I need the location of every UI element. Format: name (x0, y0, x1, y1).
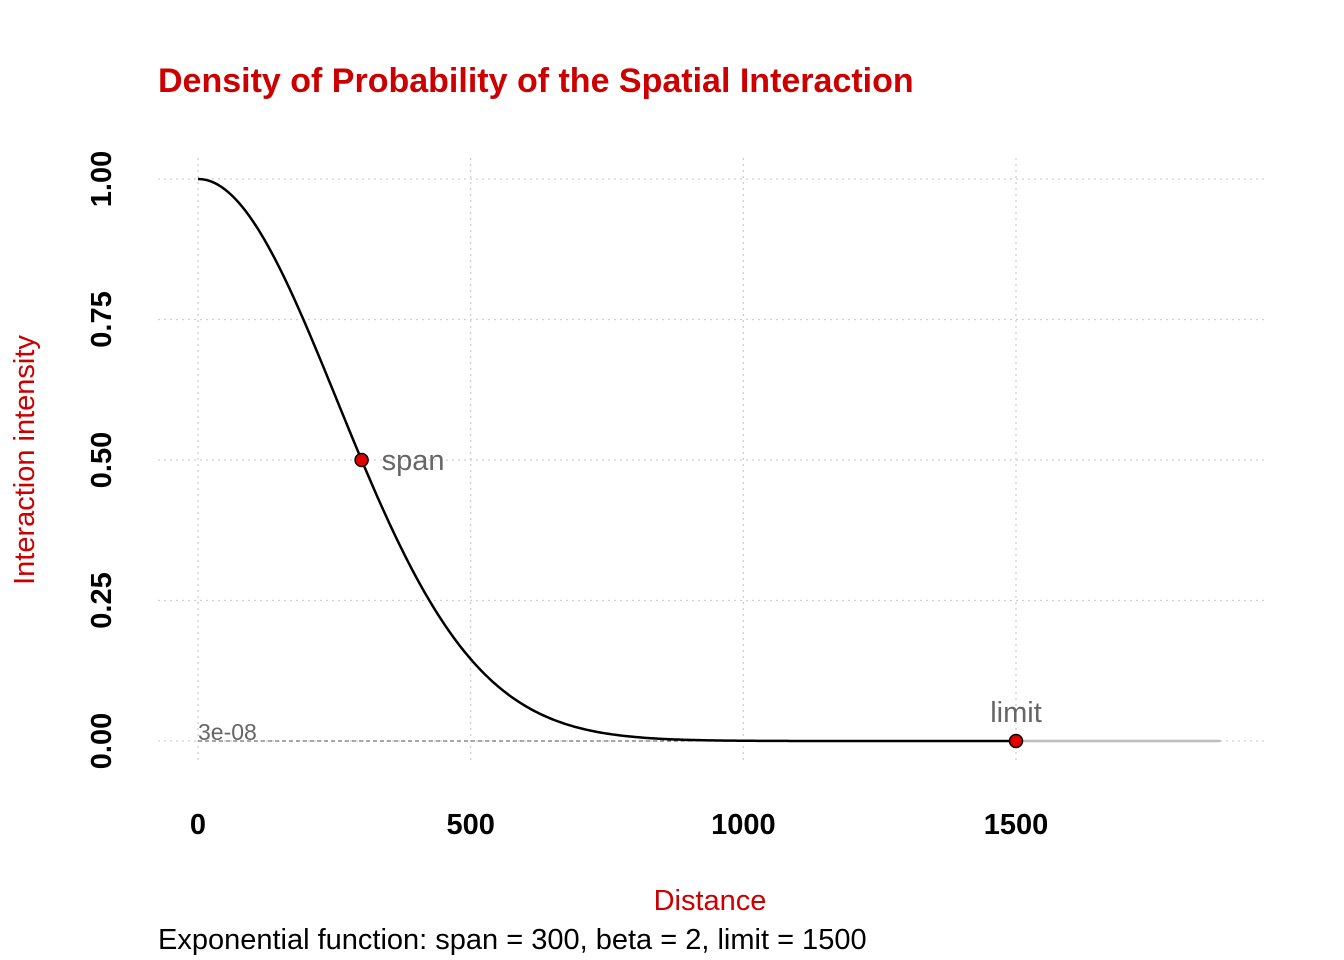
x-tick-label: 500 (446, 809, 494, 841)
x-tick-label: 1000 (711, 809, 776, 841)
y-tick-label: 0.25 (86, 572, 118, 628)
chart-caption: Exponential function: span = 300, beta =… (158, 924, 867, 956)
point-label-span: span (382, 445, 445, 477)
x-tick-label: 0 (190, 809, 206, 841)
annotated-points: span limit (354, 445, 1042, 749)
series-lines (197, 177, 1221, 743)
y-tick-label: 0.50 (86, 432, 118, 488)
y-tick-label: 1.00 (86, 151, 118, 207)
y-tick-label: 0.75 (86, 291, 118, 347)
x-axis-ticks: 0 500 1000 1500 (190, 809, 1048, 841)
x-axis-title: Distance (654, 885, 767, 917)
point-span (354, 452, 369, 468)
point-limit (1008, 733, 1024, 749)
y-axis-title: Interaction intensity (9, 335, 41, 585)
series-line (197, 177, 1016, 743)
point-label-limit: limit (990, 697, 1042, 729)
chart-title: Density of Probability of the Spatial In… (158, 62, 914, 100)
x-tick-label: 1500 (984, 809, 1049, 841)
y-axis-ticks: 0.00 0.25 0.50 0.75 1.00 (86, 151, 118, 769)
grid-lines (158, 158, 1264, 762)
threshold-label: 3e-08 (198, 719, 257, 745)
y-tick-label: 0.00 (86, 713, 118, 769)
